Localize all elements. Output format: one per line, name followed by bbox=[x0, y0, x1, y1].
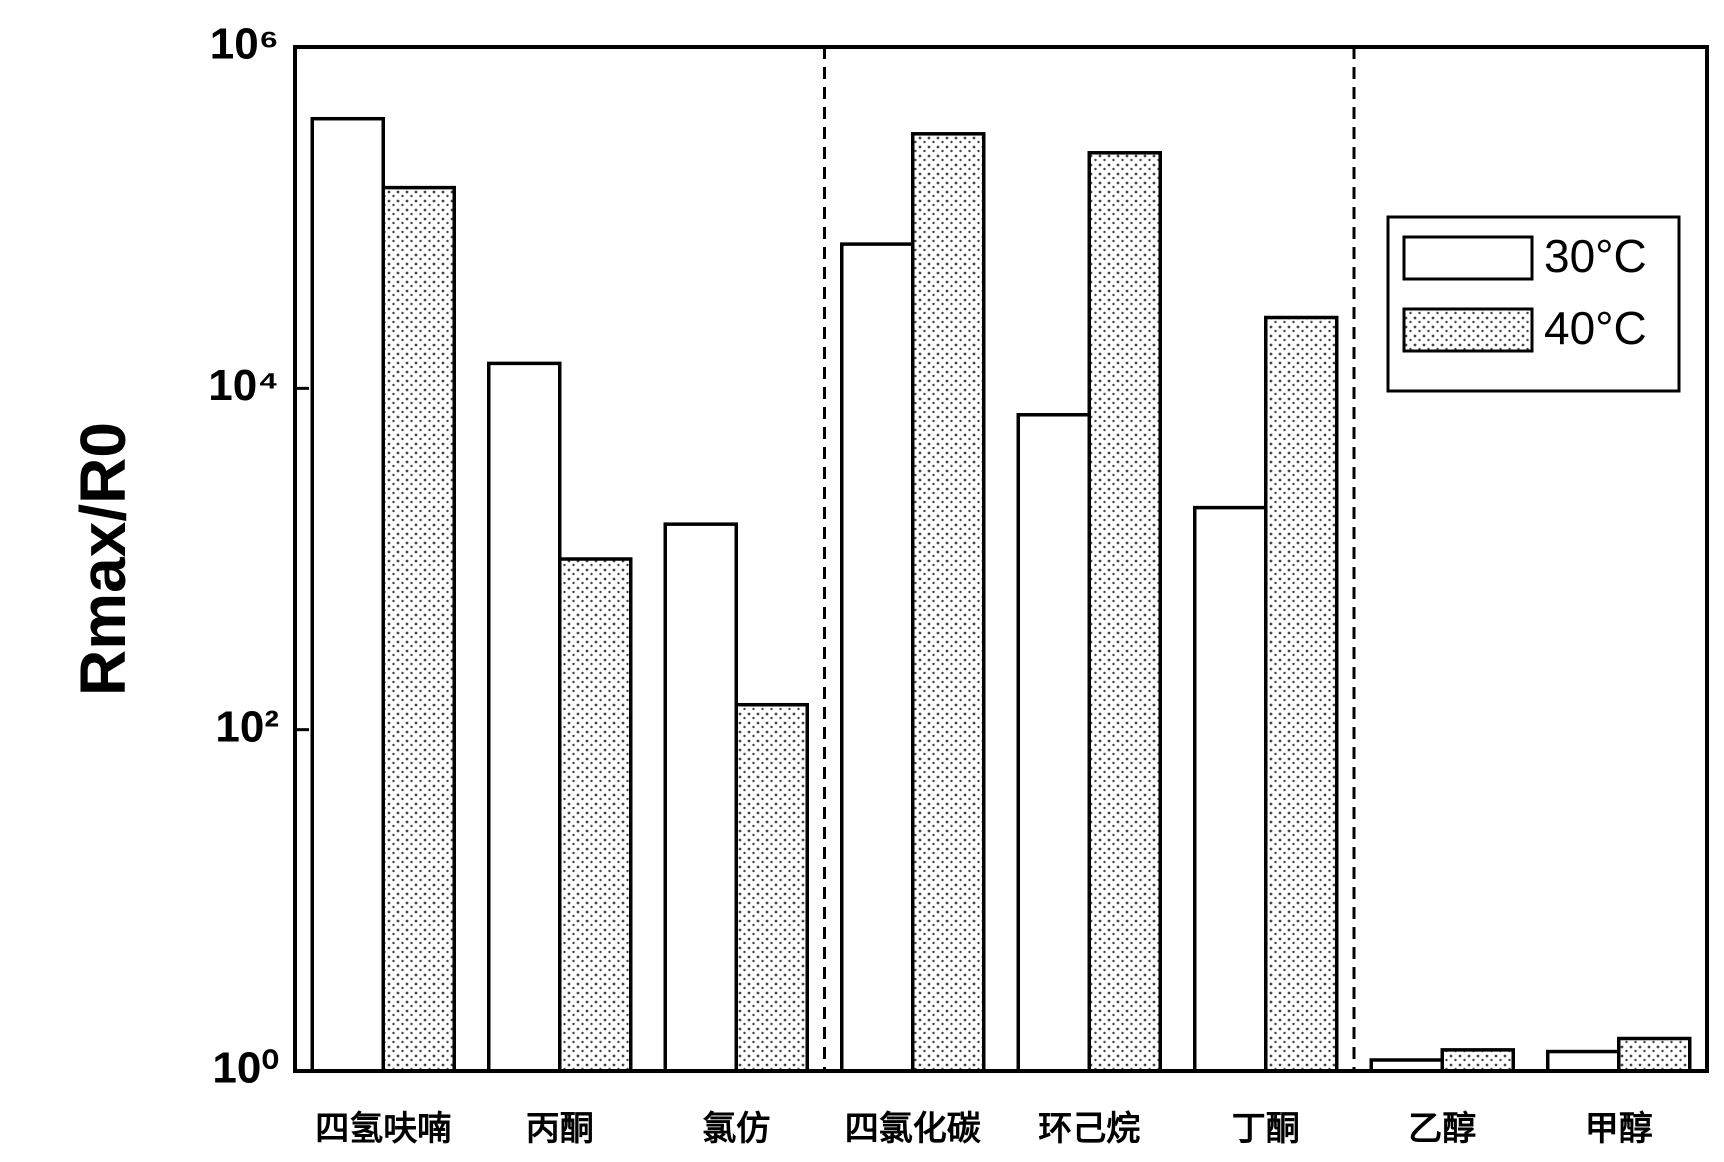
legend-swatch bbox=[1402, 235, 1534, 281]
x-tick-label: 甲醇 bbox=[1585, 1109, 1653, 1149]
bar bbox=[1016, 413, 1091, 1073]
bar bbox=[840, 242, 915, 1073]
x-tick-label: 丁酮 bbox=[1232, 1109, 1300, 1149]
bar bbox=[734, 702, 809, 1073]
x-tick-label: 四氯化碳 bbox=[845, 1109, 982, 1149]
bar bbox=[487, 361, 562, 1073]
bar bbox=[1546, 1049, 1621, 1073]
x-tick-label: 氯仿 bbox=[702, 1109, 770, 1149]
bar bbox=[558, 557, 633, 1073]
y-tick-label: 10⁶ bbox=[210, 20, 279, 69]
x-tick-label: 丙酮 bbox=[526, 1109, 594, 1149]
y-tick-label: 10⁴ bbox=[208, 361, 279, 410]
bar bbox=[911, 132, 986, 1073]
bar bbox=[1087, 151, 1162, 1073]
bar bbox=[1617, 1036, 1692, 1073]
legend-swatch bbox=[1402, 307, 1534, 353]
bar bbox=[310, 116, 385, 1073]
x-tick-label: 乙醇 bbox=[1408, 1109, 1476, 1149]
x-tick-label: 环己烷 bbox=[1038, 1109, 1140, 1149]
plot-frame bbox=[293, 45, 1709, 1073]
bar bbox=[1264, 315, 1339, 1073]
bar bbox=[663, 522, 738, 1073]
y-tick-label: 10⁰ bbox=[212, 1044, 279, 1093]
bar bbox=[381, 185, 456, 1073]
bar bbox=[1193, 505, 1268, 1073]
bar bbox=[1440, 1048, 1515, 1073]
legend-label: 30°C bbox=[1544, 230, 1647, 282]
y-axis-label: Rmax/R0 bbox=[67, 422, 139, 696]
y-tick-label: 10² bbox=[215, 702, 279, 751]
x-tick-label: 四氢呋喃 bbox=[315, 1109, 451, 1149]
legend-label: 40°C bbox=[1544, 302, 1647, 354]
